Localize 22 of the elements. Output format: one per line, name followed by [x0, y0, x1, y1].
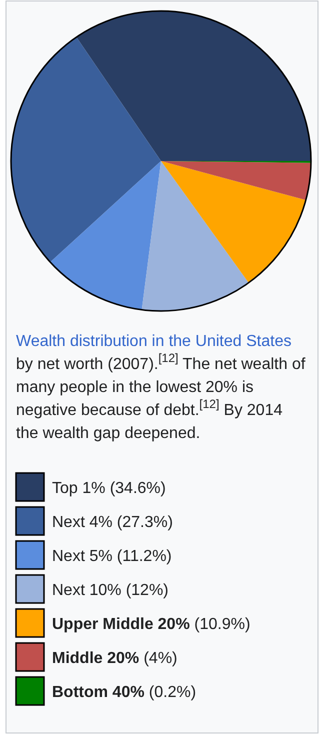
legend-label: Upper Middle 20% [52, 616, 190, 633]
data-label: (11.2%) [112, 548, 172, 565]
pie-slice [161, 161, 306, 283]
pie-slice [76, 11, 311, 161]
pie-slice [50, 161, 161, 310]
pie-slice [142, 161, 249, 311]
legend-label: Top 1% [52, 480, 106, 497]
data-label: (0.2%) [144, 684, 196, 701]
data-label: (34.6%) [105, 480, 166, 497]
legend-label: Next 4% [52, 514, 112, 531]
pie-slice [11, 37, 161, 262]
data-label: (27.3%) [112, 514, 173, 531]
legend-label: Middle 20% [52, 650, 140, 667]
data-label: (4%) [139, 650, 178, 667]
legend-label: Next 5% [52, 548, 112, 565]
data-label: (12%) [121, 582, 168, 599]
legend-label: Next 10% [52, 582, 122, 599]
text: Wealth distribution in the United States [16, 333, 292, 350]
text: by net worth (2007).$^{[12]}$ The net wealth of many people in the lowest 20% is negative because of debt.$^{[12]}$ By 2014 the wealth gap deepened. [16, 351, 306, 442]
pie-slice [161, 161, 311, 200]
legend-label: Bottom 40% [52, 684, 144, 701]
data-label: (10.9%) [190, 616, 250, 633]
